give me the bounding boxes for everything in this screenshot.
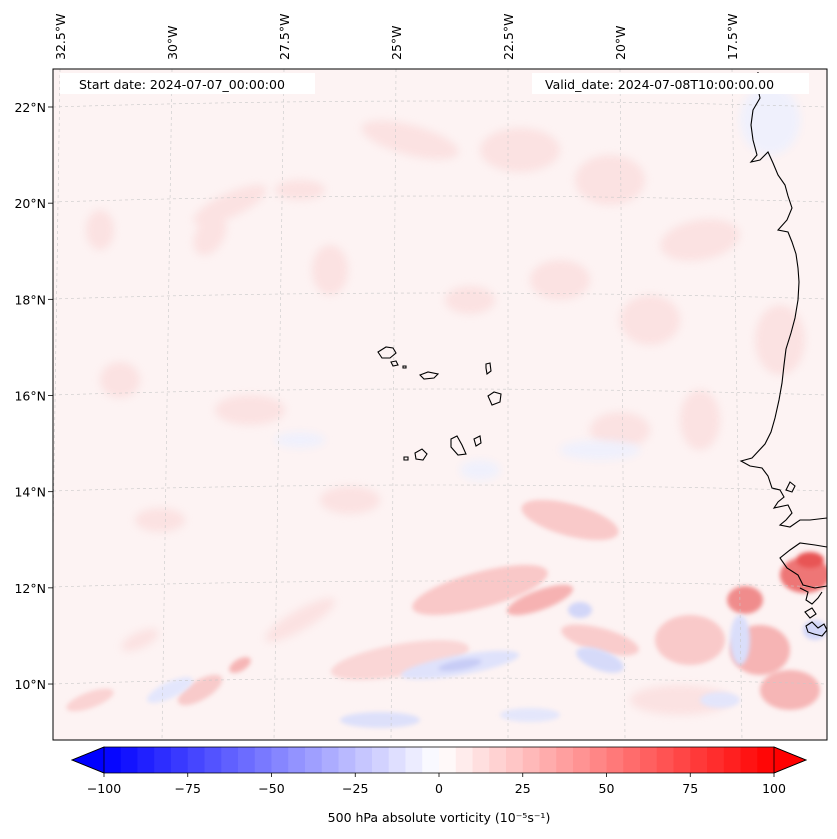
colorbar-cell	[422, 747, 440, 773]
colorbar-cell	[372, 747, 390, 773]
colorbar-cell	[388, 747, 407, 773]
latitude-label: 14°N	[14, 485, 46, 500]
colorbar-cell	[690, 747, 708, 773]
island-sao-nicolau	[419, 371, 440, 380]
colorbar-tick-label: 0	[435, 781, 443, 796]
island-santo-antao	[377, 346, 397, 359]
graticule-grid	[53, 69, 827, 740]
colorbar-cell	[506, 747, 524, 773]
colorbar-cell	[288, 747, 306, 773]
longitude-labels: 32.5°W 30°W 27.5°W 25°W 22.5°W 20°W 17.5°W	[53, 14, 740, 60]
island-boa-vista	[487, 391, 502, 406]
colorbar-cell	[137, 747, 155, 773]
longitude-label: 30°W	[165, 25, 180, 60]
latitude-label: 16°N	[14, 389, 46, 404]
map-panel: Start date: 2024-07-07_00:00:00 Valid_da…	[53, 69, 827, 740]
vorticity-southern-negative-band	[147, 602, 827, 728]
colorbar-tick-label: −100	[87, 781, 121, 796]
longitude-label: 17.5°W	[725, 14, 740, 60]
colorbar-cell	[723, 747, 742, 773]
island-santiago	[450, 435, 467, 456]
colorbar-cell	[589, 747, 608, 773]
vorticity-southern-positive-band	[66, 499, 827, 712]
colorbar-tick-label: 75	[682, 781, 698, 796]
colorbar-cell	[154, 747, 172, 773]
colorbar-cell	[254, 747, 273, 773]
longitude-label: 32.5°W	[53, 14, 68, 60]
start-date-text: Start date: 2024-07-07_00:00:00	[79, 77, 285, 92]
cape-verde-islands	[377, 346, 502, 461]
colorbar-color-cells	[104, 747, 775, 773]
colorbar-label: 500 hPa absolute vorticity (10⁻⁵s⁻¹)	[328, 810, 551, 825]
colorbar-cell	[740, 747, 758, 773]
colorbar-cell	[489, 747, 507, 773]
colorbar-cell	[640, 747, 658, 773]
colorbar-cell	[204, 747, 222, 773]
colorbar-cell	[104, 747, 122, 773]
island-brava	[403, 456, 409, 461]
colorbar-tick-label: 25	[515, 781, 531, 796]
west-africa-coastline	[739, 71, 827, 637]
vorticity-weak-negative-features	[275, 85, 800, 480]
colorbar-cell	[405, 747, 423, 773]
longitude-label: 20°W	[613, 25, 628, 60]
colorbar-cell	[221, 747, 239, 773]
colorbar-cell	[623, 747, 641, 773]
island-fogo	[414, 448, 428, 461]
island-santa-luzia	[402, 365, 407, 369]
latitude-label: 18°N	[14, 292, 46, 307]
colorbar-cell	[707, 747, 725, 773]
colorbar-cell	[439, 747, 457, 773]
colorbar-tick-label: 50	[599, 781, 615, 796]
colorbar-cell	[472, 747, 490, 773]
colorbar-cell	[606, 747, 624, 773]
colorbar-cell	[338, 747, 356, 773]
colorbar-tick-label: −25	[342, 781, 368, 796]
valid-date-text: Valid_date: 2024-07-08T10:00:00.00	[545, 77, 774, 92]
colorbar-tick-label: 100	[762, 781, 786, 796]
colorbar-cell	[539, 747, 557, 773]
colorbar-cell	[522, 747, 541, 773]
colorbar-cell	[120, 747, 139, 773]
valid-date-label: Valid_date: 2024-07-08T10:00:00.00	[532, 73, 809, 94]
colorbar-tick-label: −50	[258, 781, 284, 796]
colorbar-cell	[355, 747, 373, 773]
colorbar: −100 −75 −50 −25 0 25 50 75 100 500 hPa absolute…	[70, 746, 808, 825]
colorbar-cell	[238, 747, 256, 773]
colorbar-ticks: −100 −75 −50 −25 0 25 50 75 100	[87, 773, 786, 796]
latitude-label: 20°N	[14, 196, 46, 211]
latitude-label: 22°N	[14, 100, 46, 115]
colorbar-cell	[171, 747, 189, 773]
colorbar-cell	[673, 747, 691, 773]
colorbar-cell	[656, 747, 675, 773]
map-frame	[52, 68, 828, 741]
latitude-label: 10°N	[14, 677, 46, 692]
colorbar-cell	[573, 747, 591, 773]
island-sal	[485, 362, 492, 375]
island-maio	[473, 435, 482, 447]
longitude-label: 22.5°W	[501, 14, 516, 60]
longitude-label: 27.5°W	[277, 14, 292, 60]
latitude-labels: 22°N 20°N 18°N 16°N 14°N 12°N 10°N	[14, 100, 53, 692]
colorbar-cell	[757, 747, 775, 773]
latitude-label: 12°N	[14, 581, 46, 596]
colorbar-cell	[321, 747, 340, 773]
colorbar-tick-label: −75	[175, 781, 201, 796]
start-date-label: Start date: 2024-07-07_00:00:00	[60, 73, 315, 94]
island-sao-vicente	[390, 360, 399, 367]
colorbar-cell	[187, 747, 206, 773]
colorbar-max-extend-triangle	[773, 746, 808, 774]
colorbar-cell	[305, 747, 323, 773]
colorbar-cell	[556, 747, 574, 773]
colorbar-cell	[455, 747, 474, 773]
colorbar-min-extend-triangle	[70, 746, 105, 774]
longitude-label: 25°W	[389, 25, 404, 60]
colorbar-cell	[271, 747, 289, 773]
vorticity-weak-positive-features	[86, 120, 805, 715]
